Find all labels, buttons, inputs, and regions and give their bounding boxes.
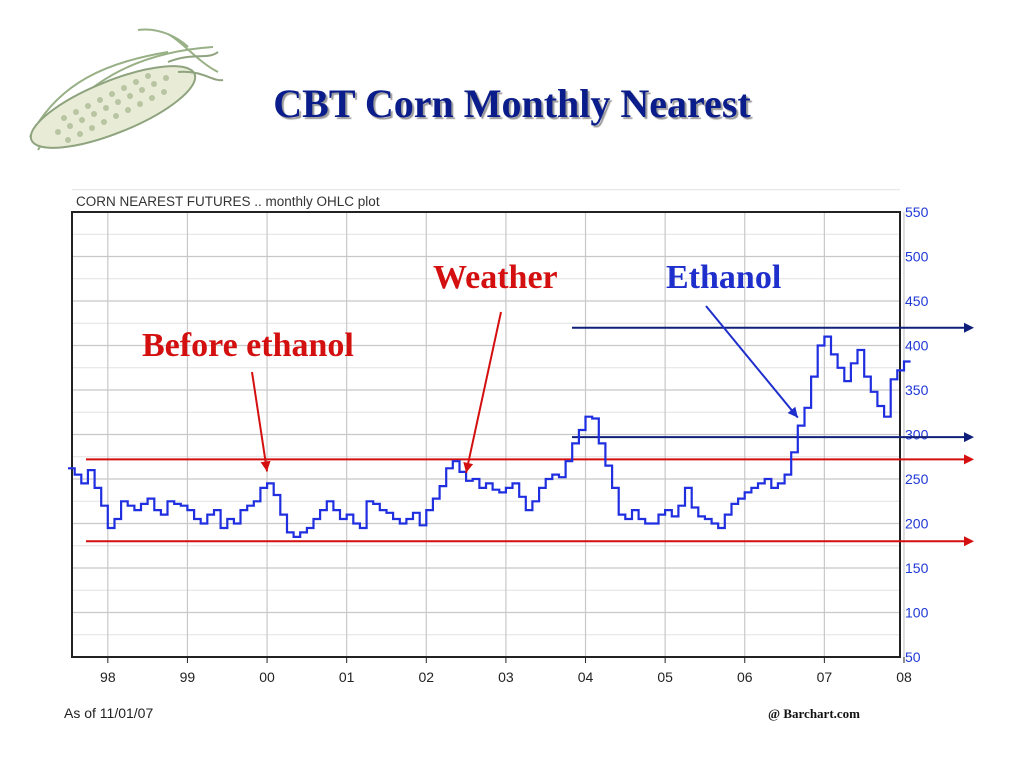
y-tick-label: 300 <box>905 427 929 443</box>
barchart-credit: @ Barchart.com <box>768 706 860 721</box>
reference-lines <box>86 322 974 547</box>
y-tick-label: 50 <box>905 649 921 665</box>
x-tick-label: 98 <box>100 669 116 685</box>
x-tick-label: 01 <box>339 669 355 685</box>
y-axis: 50 100 150 200 250 300 350 400 450 500 550 <box>905 204 929 665</box>
y-tick-label: 150 <box>905 560 929 576</box>
annotation-arrowhead <box>463 461 474 473</box>
reference-arrowhead <box>964 432 974 443</box>
price-series-line <box>68 335 911 538</box>
y-tick-label: 400 <box>905 338 929 354</box>
x-tick-label: 05 <box>657 669 673 685</box>
x-tick-label: 00 <box>259 669 275 685</box>
reference-arrowhead <box>964 454 974 465</box>
annotation-arrow <box>705 305 799 419</box>
corn-cob-icon <box>29 28 224 151</box>
y-tick-label: 450 <box>905 293 929 309</box>
as-of-date: As of 11/01/07 <box>64 705 153 721</box>
x-tick-label: 03 <box>498 669 514 685</box>
y-tick-label: 200 <box>905 516 929 532</box>
x-tick-label: 04 <box>578 669 594 685</box>
x-axis: 98 99 00 01 02 03 04 05 06 07 08 <box>100 657 912 685</box>
annotation-arrow <box>465 311 502 473</box>
x-tick-label: 07 <box>817 669 833 685</box>
annotation-label: Ethanol <box>666 259 781 296</box>
slide-title: CBT Corn Monthly Nearest <box>273 81 751 126</box>
reference-arrowhead <box>964 322 974 333</box>
annotations: Before ethanol Weather Ethanol <box>142 259 799 473</box>
annotation-arrowhead <box>260 460 271 472</box>
reference-arrowhead <box>964 536 974 547</box>
annotation-arrowhead <box>787 406 798 418</box>
x-tick-label: 08 <box>896 669 912 685</box>
annotation-arrow <box>251 371 269 472</box>
annotation-label: Before ethanol <box>142 327 354 364</box>
x-tick-label: 99 <box>180 669 196 685</box>
annotation-label: Weather <box>433 259 558 296</box>
y-tick-label: 500 <box>905 249 929 265</box>
y-tick-label: 350 <box>905 382 929 398</box>
y-tick-label: 100 <box>905 605 929 621</box>
x-tick-label: 02 <box>418 669 434 685</box>
plot-frame <box>71 211 901 658</box>
y-tick-label: 550 <box>905 204 929 220</box>
chart-title: CORN NEAREST FUTURES .. monthly OHLC plo… <box>76 194 380 209</box>
x-tick-label: 06 <box>737 669 753 685</box>
y-tick-label: 250 <box>905 471 929 487</box>
